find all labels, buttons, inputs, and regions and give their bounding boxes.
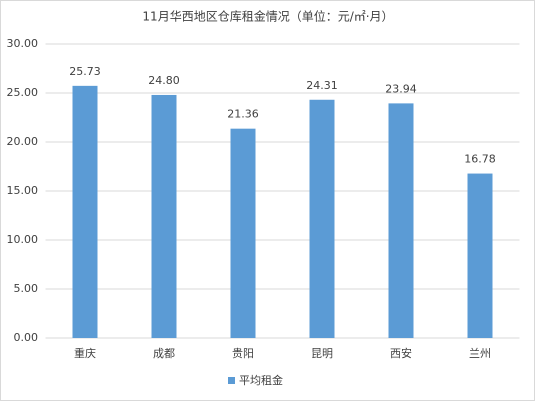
legend-label: 平均租金 [239,373,283,387]
bar [72,85,98,338]
bar [467,173,493,338]
data-label: 25.73 [69,65,101,78]
data-label: 16.78 [464,153,496,166]
data-label: 21.36 [227,108,259,121]
y-tick-label: 30.00 [7,37,39,50]
x-tick-label: 成都 [153,347,175,360]
y-tick-label: 5.00 [14,282,39,295]
y-tick-label: 25.00 [7,86,39,99]
x-tick-label: 昆明 [311,347,333,360]
chart-title: 11月华西地区仓库租金情况（单位：元/㎡·月） [142,9,393,24]
x-tick-label: 贵阳 [232,347,254,360]
x-tick-label: 兰州 [469,347,491,360]
x-tick-label: 重庆 [74,346,96,360]
y-tick-label: 15.00 [7,184,39,197]
y-tick-label: 10.00 [7,233,39,246]
data-label: 24.31 [306,79,338,92]
bar [151,94,177,339]
y-tick-label: 0.00 [14,331,39,344]
x-tick-label: 西安 [390,346,412,360]
y-tick-label: 20.00 [7,135,39,148]
bar [230,128,256,338]
data-label: 24.80 [148,74,180,87]
bar [309,99,335,339]
bar [388,103,414,338]
legend-swatch [228,377,235,384]
data-label: 23.94 [385,82,417,95]
